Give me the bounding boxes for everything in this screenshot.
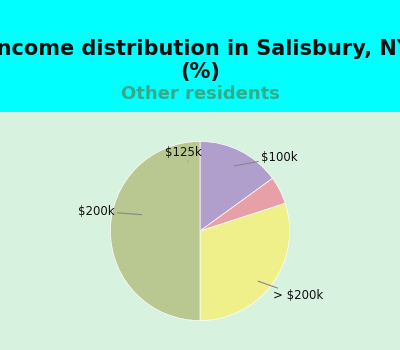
Text: $100k: $100k <box>234 151 298 166</box>
Wedge shape <box>110 141 200 321</box>
Text: $125k: $125k <box>166 146 202 161</box>
Text: Income distribution in Salisbury, NY
(%): Income distribution in Salisbury, NY (%) <box>0 39 400 82</box>
Wedge shape <box>200 203 290 321</box>
Wedge shape <box>200 141 272 231</box>
Text: Other residents: Other residents <box>120 85 280 103</box>
Text: $200k: $200k <box>78 205 142 218</box>
Wedge shape <box>200 178 285 231</box>
Text: > $200k: > $200k <box>258 281 324 302</box>
